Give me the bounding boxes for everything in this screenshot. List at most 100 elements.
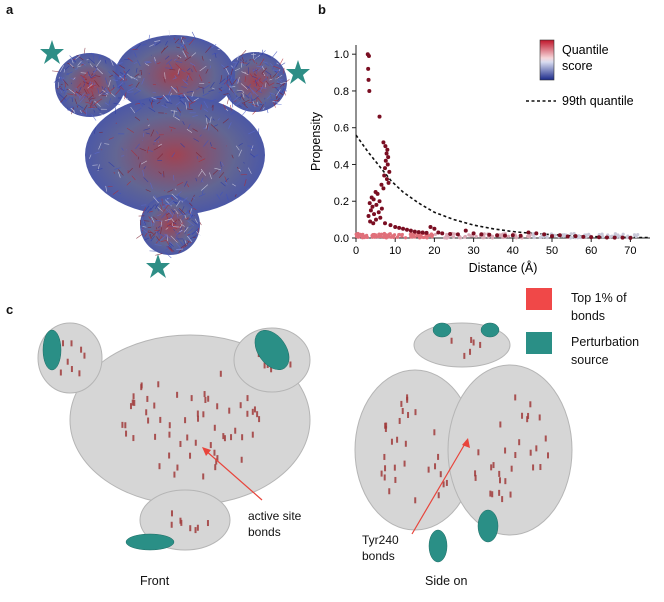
- scatter-point-bg: [400, 235, 403, 238]
- top-bond-mark: [438, 492, 440, 498]
- scatter-point: [383, 166, 387, 170]
- scatter-point: [368, 201, 372, 205]
- x-tick-label: 10: [389, 245, 401, 257]
- top-bond-mark: [121, 422, 123, 428]
- network-edge: [84, 48, 85, 54]
- top-bond-mark: [504, 478, 506, 484]
- scatter-point: [385, 177, 389, 181]
- scatter-point: [388, 223, 392, 227]
- scatter-point: [421, 230, 425, 234]
- top-bond-mark: [511, 466, 513, 472]
- top-bond-mark: [207, 520, 209, 526]
- top-bond-mark: [173, 472, 175, 478]
- scatter-point: [381, 140, 385, 144]
- top-bond-mark: [83, 353, 85, 359]
- top-bond-mark: [394, 477, 396, 483]
- scatter-point-bg: [387, 234, 390, 237]
- scatter-point-bg: [587, 233, 590, 236]
- top-bond-mark: [489, 491, 491, 497]
- scatter-point: [503, 234, 507, 238]
- top-bond-mark: [184, 417, 186, 423]
- scatter-point: [367, 78, 371, 82]
- top-bond-mark: [446, 480, 448, 486]
- top-bond-mark: [132, 435, 134, 441]
- scatter-point: [534, 231, 538, 235]
- top-bond-mark: [399, 418, 401, 424]
- scatter-point-bg: [622, 233, 625, 236]
- scatter-point-bg: [459, 236, 462, 239]
- top-bond-mark: [125, 431, 127, 437]
- top-bond-mark: [234, 428, 236, 434]
- top-bond-mark: [154, 434, 156, 440]
- top-bond-mark: [168, 453, 170, 459]
- scatter-point: [372, 197, 376, 201]
- perturbation-star-left: [40, 40, 64, 64]
- top-bond-mark: [518, 439, 520, 445]
- top-bond-mark: [451, 338, 453, 344]
- scatter-point: [379, 183, 383, 187]
- scatter-point: [628, 236, 632, 240]
- scatter-point-bg: [392, 236, 395, 239]
- y-tick-label: 0.0: [334, 233, 349, 245]
- scatter-point: [378, 216, 382, 220]
- scatter-point: [370, 205, 374, 209]
- top-bond-mark: [240, 402, 242, 408]
- top-bond-mark: [384, 474, 386, 480]
- network-edge: [281, 63, 285, 65]
- scatter-point-bg: [377, 235, 380, 238]
- scatter-point: [384, 159, 388, 163]
- top-bond-mark: [191, 395, 193, 401]
- scatter-point: [542, 232, 546, 236]
- scatter-point-bg: [411, 234, 414, 237]
- top-bond-mark: [479, 342, 481, 348]
- scatter-point: [371, 221, 375, 225]
- top-bond-mark: [220, 371, 222, 377]
- top-bond-mark: [384, 465, 386, 471]
- scatter-point: [409, 229, 413, 233]
- scatter-point-bg: [397, 233, 400, 236]
- top-bond-mark: [157, 381, 159, 387]
- y-tick-label: 0.2: [334, 196, 349, 208]
- top-bond-mark: [490, 464, 492, 470]
- network-edge: [169, 30, 170, 36]
- top-bond-mark: [400, 401, 402, 407]
- scatter-point-bg: [380, 233, 383, 236]
- network-body: [55, 35, 287, 255]
- colorbar: [540, 40, 554, 80]
- top-bond-mark: [383, 454, 385, 460]
- scatter-point-bg: [445, 235, 448, 238]
- top-bond-mark: [213, 450, 215, 456]
- top-bond-mark: [176, 392, 178, 398]
- y-tick-label: 0.4: [334, 159, 349, 171]
- y-tick-label: 0.6: [334, 123, 349, 135]
- scatter-point: [387, 170, 391, 174]
- top-bond-mark: [202, 473, 204, 479]
- top-bond-mark: [207, 396, 209, 402]
- scatter-point-bg: [570, 232, 573, 235]
- top-bond-mark: [473, 339, 475, 345]
- scatter-point: [526, 230, 530, 234]
- scatter-point-bg: [491, 235, 494, 238]
- scatter-point: [367, 214, 371, 218]
- scatter-point: [621, 236, 625, 240]
- top-bond-mark: [433, 429, 435, 435]
- top-bond-mark: [197, 411, 199, 417]
- scatter-point: [479, 232, 483, 236]
- scatter-point: [378, 199, 382, 203]
- top-bond-mark: [62, 340, 64, 346]
- panel-letter-c: c: [6, 302, 13, 317]
- scatter-point: [432, 227, 436, 231]
- panel-letter-a: a: [6, 2, 13, 17]
- scatter-point-bg: [373, 236, 376, 239]
- top-bond-mark: [532, 464, 534, 470]
- scatter-point: [428, 225, 432, 229]
- network-edge: [136, 234, 142, 239]
- x-tick-label: 40: [507, 245, 519, 257]
- top-bond-mark: [197, 525, 199, 531]
- top-bond-mark: [381, 471, 383, 477]
- x-tick-label: 60: [585, 245, 597, 257]
- scatter-point: [383, 144, 387, 148]
- scatter-point: [382, 174, 386, 178]
- top-bond-mark: [535, 445, 537, 451]
- top-bond-mark: [67, 359, 69, 365]
